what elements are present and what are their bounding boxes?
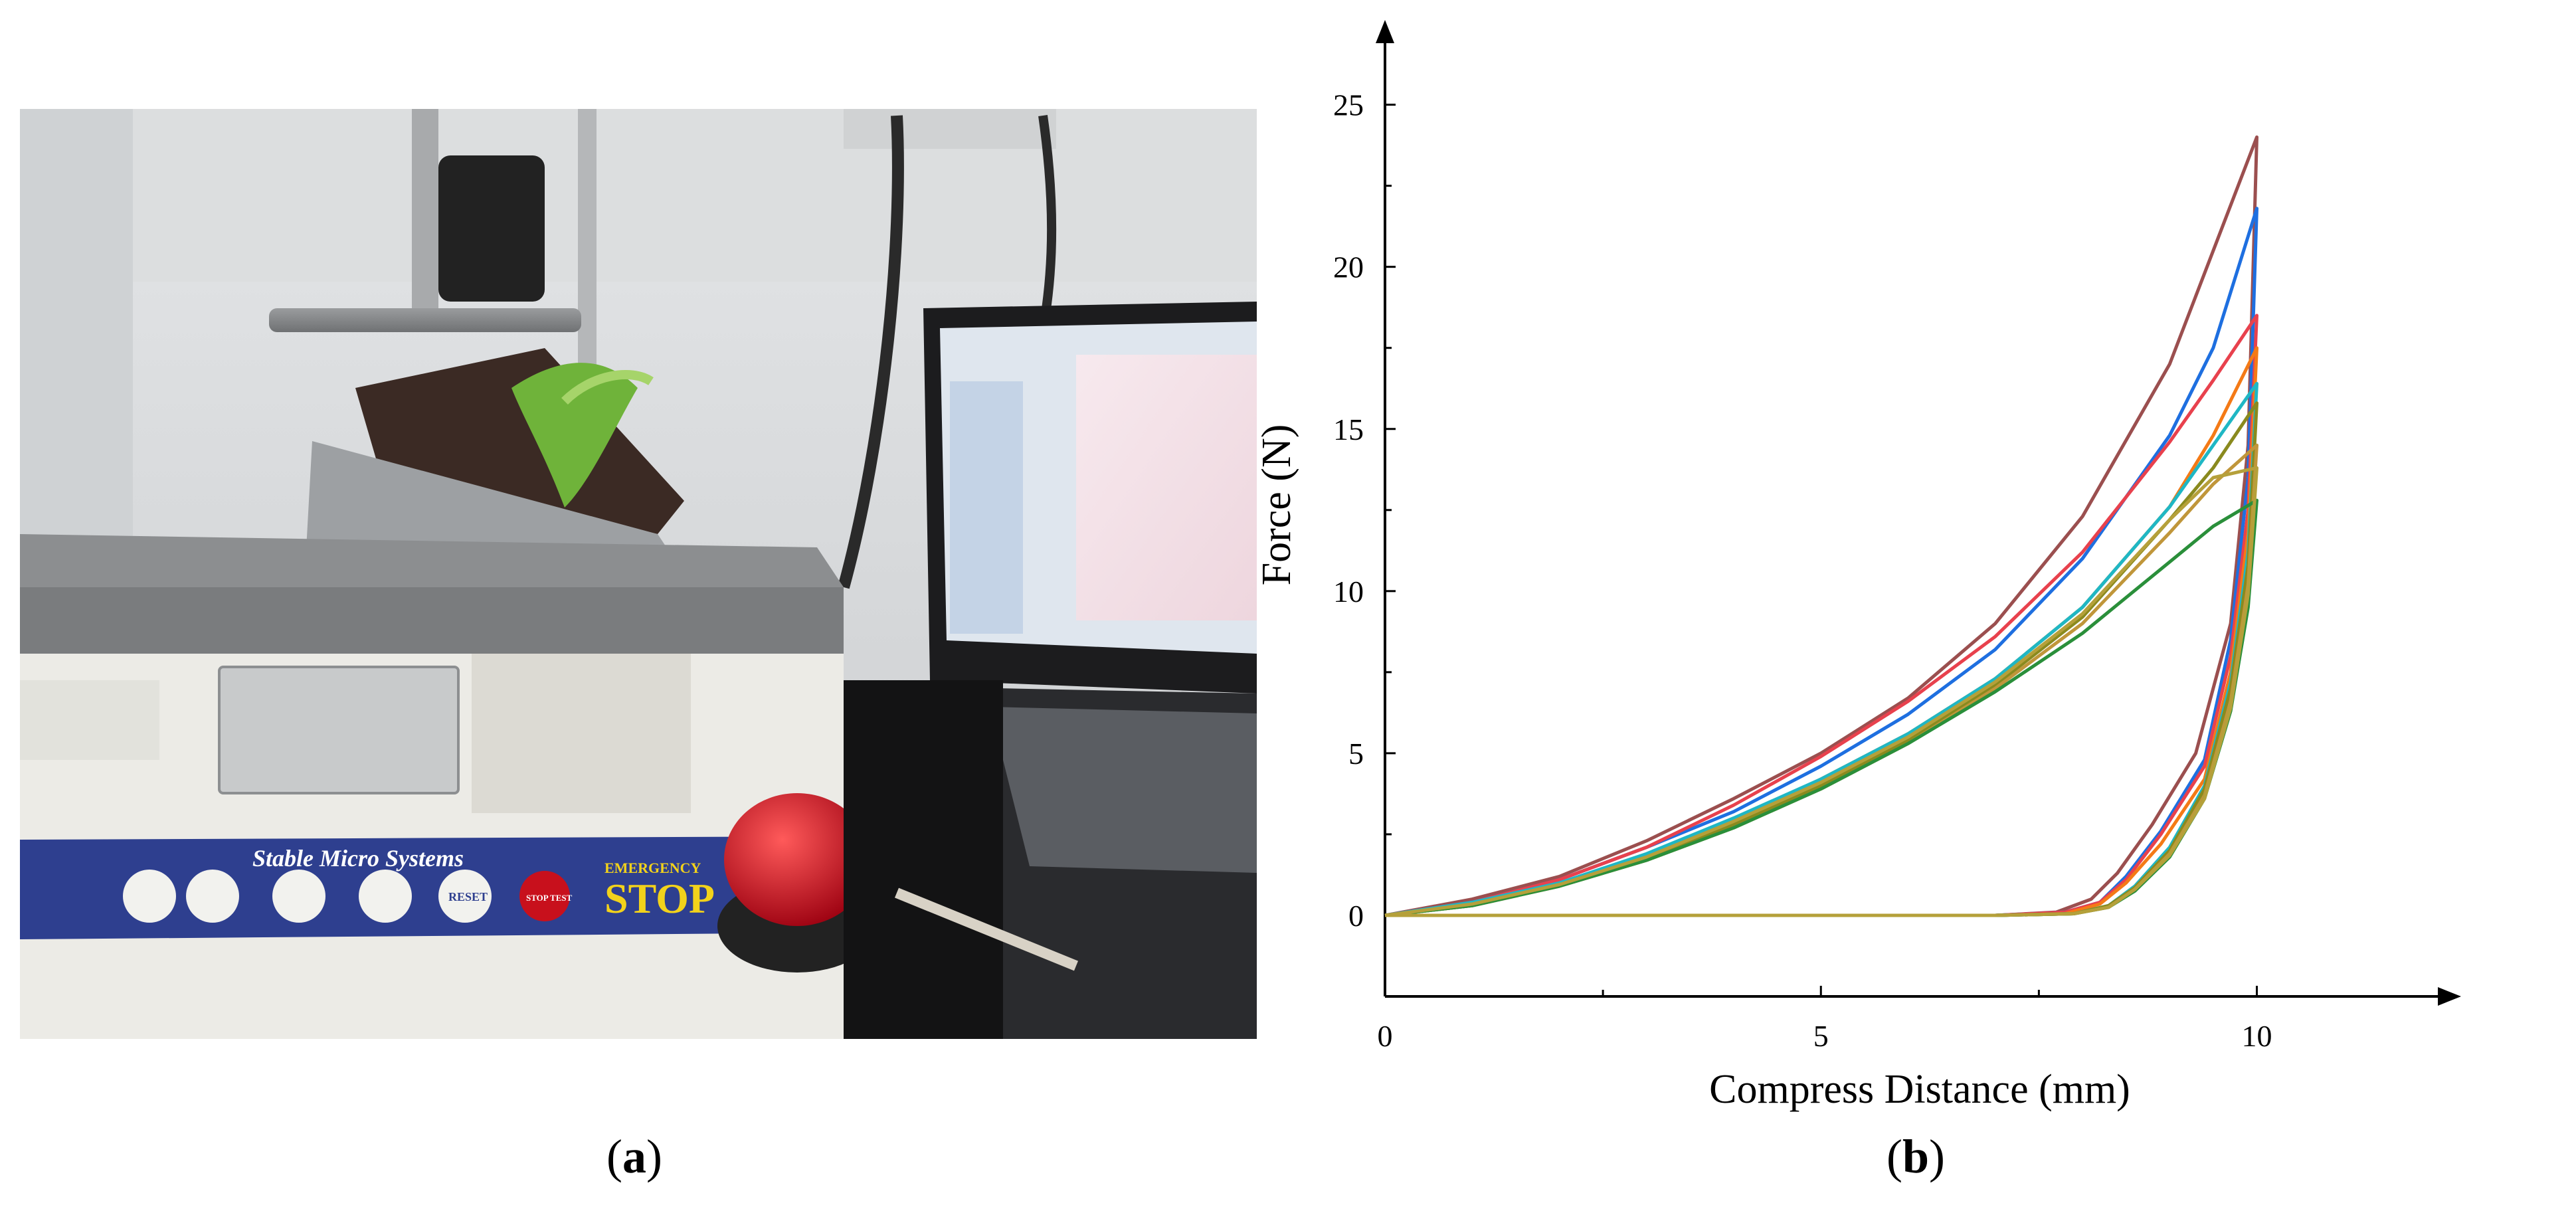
photo-desk: [844, 680, 1003, 1039]
chart-y-tick-label: 10: [1333, 575, 1364, 608]
photo-socket: [844, 109, 1056, 149]
chart-y-axis-arrow: [1376, 20, 1394, 43]
chart-series-line-6: [1384, 401, 2258, 917]
photo-laptop-keys: [990, 707, 1257, 873]
chart-x-tick-label: 10: [2242, 1019, 2272, 1053]
caption-b-open: (: [1886, 1130, 1902, 1183]
caption-b-letter: b: [1902, 1130, 1930, 1183]
chart-series-line-2: [1384, 207, 2258, 917]
photo-emergency-text: EMERGENCY: [604, 860, 701, 876]
photo-emergency-button: [724, 793, 870, 926]
chart-y-tick-label: 20: [1333, 250, 1364, 284]
chart-y-tick-label: 25: [1333, 88, 1364, 122]
caption-panel-b: (b): [1886, 1129, 1945, 1184]
caption-a-open: (: [606, 1130, 622, 1183]
chart-x-tick-label: 0: [1378, 1019, 1393, 1053]
photo-laptop-screen-plot: [1076, 355, 1257, 620]
chart-force-displacement: 0 5 10 0 5 10 15 20 25 Compress Distance (mm) Fo…: [1254, 20, 2461, 1112]
photo-panel-button-stop-test: [519, 871, 570, 921]
photo-wire: [894, 887, 1079, 971]
chart-series-line-9: [1384, 466, 2258, 917]
photo-panel-button-up: [186, 870, 239, 923]
chart-x-axis-arrow: [2438, 987, 2461, 1006]
chart-y-tick-label: 15: [1333, 413, 1364, 446]
photo-sample-block: [355, 348, 684, 534]
caption-b-close: ): [1929, 1130, 1946, 1183]
photo-leaf-2: [561, 370, 654, 405]
chart-x-tick-label: 5: [1813, 1019, 1829, 1053]
photo-probe-rod: [412, 109, 438, 308]
photo-load-cell: [438, 155, 545, 302]
chart-series-line-3: [1384, 314, 2258, 917]
chart-series-line-1: [1384, 135, 2258, 917]
chart-series-line-8: [1384, 498, 2258, 917]
photo-panel-brand-text: Stable Micro Systems: [252, 845, 464, 872]
photo-panel-button-down-fast: [359, 870, 412, 923]
photo-cable: [838, 115, 904, 589]
photo-machine-top-highlight: [20, 534, 844, 587]
photo-reset-text: RESET: [448, 890, 488, 903]
photo-panel-button-up-fast: [123, 870, 176, 923]
photo-barcode-label: [20, 680, 159, 760]
photo-probe-plate: [269, 308, 581, 332]
photo-panel-button-reset: [438, 870, 492, 923]
photo-panel-button-down: [272, 870, 325, 923]
photo-machine-front-shadow: [472, 654, 691, 813]
photo-stop-test-text: STOP TEST: [526, 893, 573, 903]
chart-series-line-4: [1384, 346, 2258, 917]
caption-a-letter: a: [622, 1130, 646, 1183]
photo-label-plate: [218, 666, 460, 794]
chart-y-tick-label: 0: [1348, 899, 1364, 933]
photo-leaf: [511, 363, 638, 508]
caption-panel-a: (a): [606, 1129, 662, 1184]
chart-x-axis-label: Compress Distance (mm): [1709, 1067, 2130, 1112]
chart-y-tick-label: 5: [1348, 737, 1364, 771]
chart-plot-area: 0 5 10 0 5 10 15 20 25: [1333, 20, 2461, 1053]
chart-series-line-7: [1384, 443, 2258, 917]
photo-wall-panel: [133, 109, 1257, 282]
photo-laptop-screen-sidebar: [950, 381, 1023, 634]
photo-texture-analyzer: Stable Micro Systems EMERGENCY STOP RESE…: [20, 109, 1257, 1039]
chart-y-axis-label: Force (N): [1254, 424, 1299, 586]
caption-a-close: ): [646, 1130, 662, 1183]
photo-stop-text: STOP: [604, 875, 715, 922]
chart-series-line-5: [1384, 381, 2258, 917]
